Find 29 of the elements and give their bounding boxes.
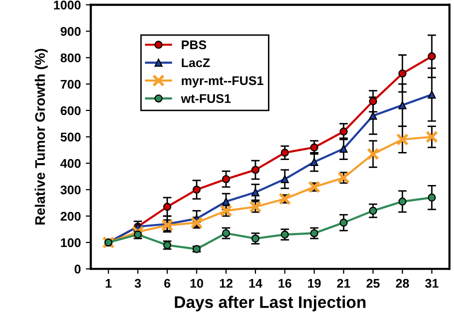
legend-label: wt-FUS1 <box>180 94 231 103</box>
x-tick-label: 19 <box>308 278 321 288</box>
x-tick-label: 3 <box>134 278 141 288</box>
y-tick-label: 200 <box>60 212 81 221</box>
x-tick-label: 25 <box>366 278 380 288</box>
legend-label: LacZ <box>182 58 210 68</box>
x-tick-label: 21 <box>337 278 350 288</box>
y-tick-label: 300 <box>60 185 81 194</box>
y-tick-label: 500 <box>60 132 81 142</box>
y-tick-label: 900 <box>60 27 81 36</box>
x-tick-label: 1 <box>106 279 112 288</box>
x-tick-label: 31 <box>425 278 438 288</box>
y-tick-label: 700 <box>60 80 81 89</box>
y-tick-label: 1000 <box>54 0 81 10</box>
x-tick-label: 14 <box>249 279 262 288</box>
y-tick-label: 800 <box>60 53 81 62</box>
y-tick-label: 600 <box>60 106 81 116</box>
x-tick-label: 28 <box>396 278 409 288</box>
x-axis-title: Days after Last Injection <box>174 296 366 312</box>
y-tick-label: 400 <box>60 159 81 168</box>
y-tick-label: 0 <box>74 264 81 274</box>
x-tick-label: 12 <box>220 278 232 288</box>
y-tick-label: 100 <box>61 238 81 248</box>
x-tick-label: 16 <box>278 278 292 288</box>
y-axis-title: Relative Tumor Growth (%) <box>34 48 48 225</box>
x-tick-label: 10 <box>190 278 204 288</box>
legend-label: myr-mt--FUS1 <box>182 76 264 88</box>
x-tick-label: 6 <box>164 278 170 288</box>
legend-label: PBS <box>182 40 206 50</box>
